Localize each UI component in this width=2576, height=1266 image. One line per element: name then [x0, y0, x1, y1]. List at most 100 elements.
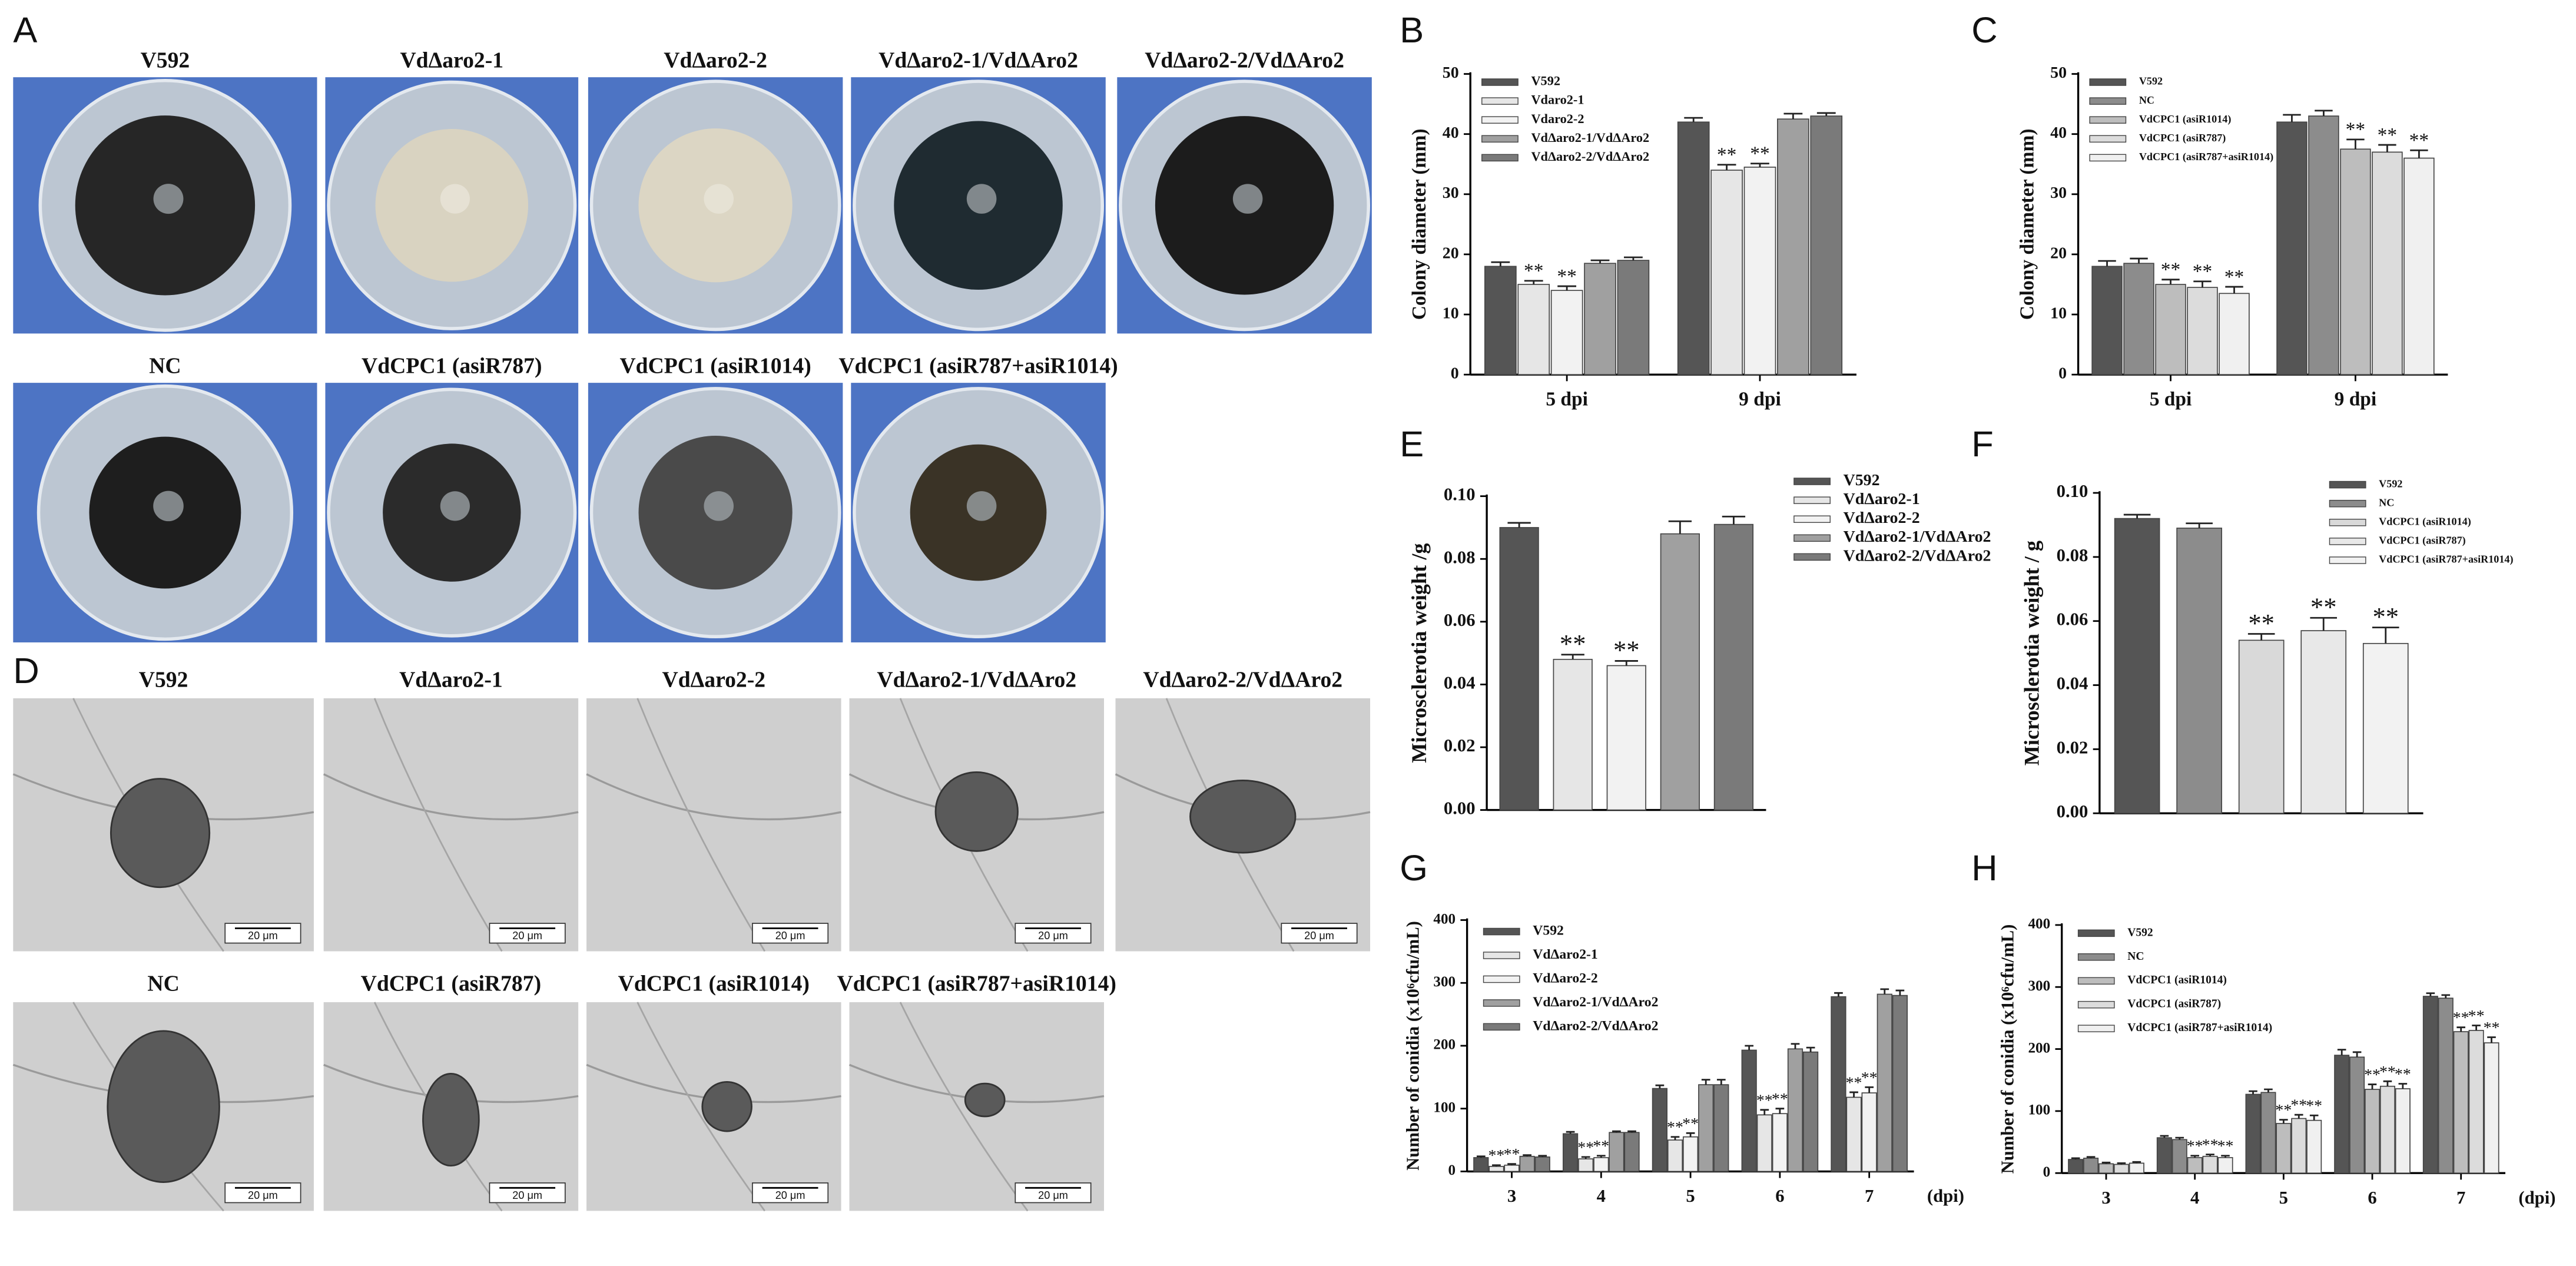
micrograph — [323, 698, 579, 952]
legend-swatch — [1793, 534, 1831, 542]
scale-bar-label: 20 μm — [512, 1189, 542, 1201]
legend-swatch — [2329, 538, 2366, 545]
panel-letter: H — [1971, 848, 1997, 889]
bar — [2422, 996, 2438, 1174]
legend-label: VdCPC1 (asiR1014) — [2127, 974, 2227, 986]
bar — [2171, 1139, 2187, 1174]
error-bar — [1612, 1130, 1621, 1133]
scale-bar-box — [1281, 923, 1358, 944]
error-bar — [1716, 1079, 1726, 1085]
significance-label: ** — [1667, 1118, 1683, 1136]
error-bar — [2352, 1051, 2362, 1058]
significance-label: ** — [2310, 592, 2337, 622]
scale-bar-label: 20 μm — [248, 930, 278, 942]
significance-label: ** — [2484, 1019, 2500, 1037]
photo-caption: VdΔaro2-2/VdΔAro2 — [1145, 48, 1344, 73]
legend-label: VdΔaro2-1/VdΔAro2 — [1533, 995, 1658, 1010]
significance-label: ** — [2409, 130, 2429, 151]
y-tick-label: 400 — [1433, 911, 1456, 927]
significance-label: ** — [2187, 1137, 2203, 1155]
y-tick-label: 0.08 — [1444, 547, 1476, 567]
y-tick-label: 300 — [2028, 978, 2050, 994]
error-bar — [1538, 1155, 1547, 1157]
bar — [1846, 1096, 1862, 1172]
error-bar — [2221, 1155, 2230, 1158]
bar — [1578, 1158, 1594, 1172]
legend-label: NC — [2139, 94, 2154, 106]
bar — [1550, 290, 1583, 376]
error-bar — [1627, 1130, 1636, 1133]
legend-label: V592 — [1531, 74, 1560, 88]
bar — [1534, 1156, 1550, 1172]
bar — [2187, 1157, 2203, 1174]
bar — [2091, 266, 2123, 376]
bar — [1756, 1114, 1772, 1172]
error-bar — [2398, 1083, 2408, 1089]
photo-caption: NC — [149, 354, 181, 379]
significance-label: ** — [2346, 119, 2365, 141]
x-tick-label: 3 — [2101, 1188, 2110, 1208]
photo-caption: VdCPC1 (asiR787) — [362, 354, 542, 379]
photo-caption: VdCPC1 (asiR787+asiR1014) — [838, 354, 1118, 379]
photo-caption: VdCPC1 (asiR1014) — [619, 354, 811, 379]
bar — [2362, 642, 2409, 814]
hypha — [899, 1002, 1029, 1212]
colony-center — [440, 491, 470, 521]
legend-swatch — [2077, 953, 2115, 961]
scale-bar-box — [752, 1182, 829, 1204]
error-bar — [2117, 1162, 2126, 1165]
significance-label: ** — [2290, 1096, 2307, 1115]
bar — [2395, 1088, 2411, 1174]
bar — [1777, 118, 1809, 376]
bar — [2068, 1159, 2084, 1174]
error-bar — [1524, 280, 1543, 284]
bar — [1802, 1051, 1819, 1172]
bar — [1617, 260, 1650, 376]
error-bar — [1686, 1132, 1695, 1137]
y-tick-label: 30 — [2050, 184, 2067, 202]
bar — [2245, 1093, 2261, 1174]
colony-center — [704, 184, 734, 214]
error-bar — [2225, 286, 2243, 294]
hypha — [636, 1002, 765, 1212]
error-bar — [2160, 1135, 2169, 1138]
legend-swatch — [2089, 135, 2127, 143]
bar — [2155, 284, 2186, 376]
significance-label: ** — [1593, 1137, 1609, 1155]
bar — [1810, 115, 1843, 376]
x-tick-label: 4 — [2190, 1188, 2199, 1208]
error-bar — [2098, 260, 2116, 267]
x-tick-label: 7 — [1865, 1186, 1874, 1206]
scale-bar-box — [489, 1182, 566, 1204]
significance-label: ** — [1682, 1115, 1699, 1133]
legend-label: VdCPC1 (asiR787+asiR1014) — [2127, 1022, 2272, 1034]
bar — [1499, 527, 1539, 811]
error-bar — [1566, 1131, 1575, 1134]
error-bar — [2130, 257, 2148, 264]
error-bar — [2456, 1026, 2465, 1032]
legend-label: V592 — [2139, 75, 2163, 87]
y-tick-label: 0 — [2058, 364, 2067, 383]
y-axis-label: Microsclerotia weight /g — [1407, 543, 1431, 763]
microsclerotium — [934, 771, 1019, 852]
bar — [2219, 293, 2250, 376]
y-tick-label: 0.04 — [2057, 674, 2088, 694]
legend-swatch — [1793, 496, 1831, 504]
scale-bar-box — [1015, 923, 1092, 944]
bar — [1713, 1084, 1729, 1172]
significance-label: ** — [2306, 1097, 2322, 1115]
bar — [1562, 1133, 1579, 1172]
x-axis-label: (dpi) — [1927, 1186, 1964, 1206]
error-bar — [2368, 1083, 2377, 1090]
bar — [1584, 263, 1616, 376]
y-axis-label: Number of conidia (x10⁶cfu/mL) — [1403, 921, 1423, 1171]
photo-caption: V592 — [141, 48, 190, 73]
x-tick-label: 9 dpi — [1739, 389, 1781, 410]
bar — [1652, 1088, 1667, 1172]
legend-label: VdCPC1 (asiR787+asiR1014) — [2379, 554, 2513, 566]
legend-swatch — [2329, 499, 2366, 508]
y-tick-label: 40 — [1443, 124, 1459, 142]
panel-letter: D — [13, 651, 39, 691]
colony-center — [966, 491, 997, 521]
y-tick-label: 0.10 — [1444, 485, 1476, 505]
